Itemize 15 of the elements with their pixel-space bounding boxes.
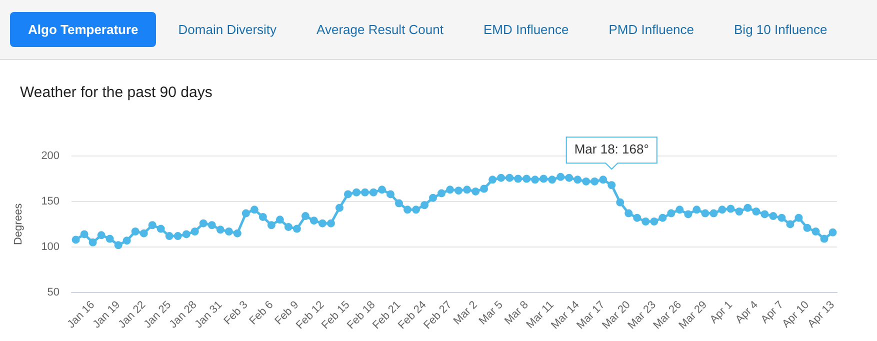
y-tick-label: 200 <box>41 150 60 162</box>
text: Algo Temperature <box>10 12 156 47</box>
text: PMD Influence <box>608 21 696 39</box>
text: Domain Diversity <box>177 21 278 39</box>
y-tick-label: 100 <box>41 241 60 253</box>
chart-title: Weather for the past 90 days <box>20 84 212 101</box>
y-tick-label: 150 <box>41 196 60 208</box>
text: Big 10 Influence <box>733 21 828 39</box>
text: EMD Influence <box>482 21 570 39</box>
y-axis-title: Degrees <box>12 202 25 246</box>
x-tick-label: Apr 1 <box>708 298 735 326</box>
text: Average Result Count <box>316 21 444 39</box>
x-tick-label: Apr 4 <box>733 298 760 326</box>
y-tick-label: 50 <box>47 286 60 298</box>
annotation: Mar 18: 168° <box>574 142 649 157</box>
